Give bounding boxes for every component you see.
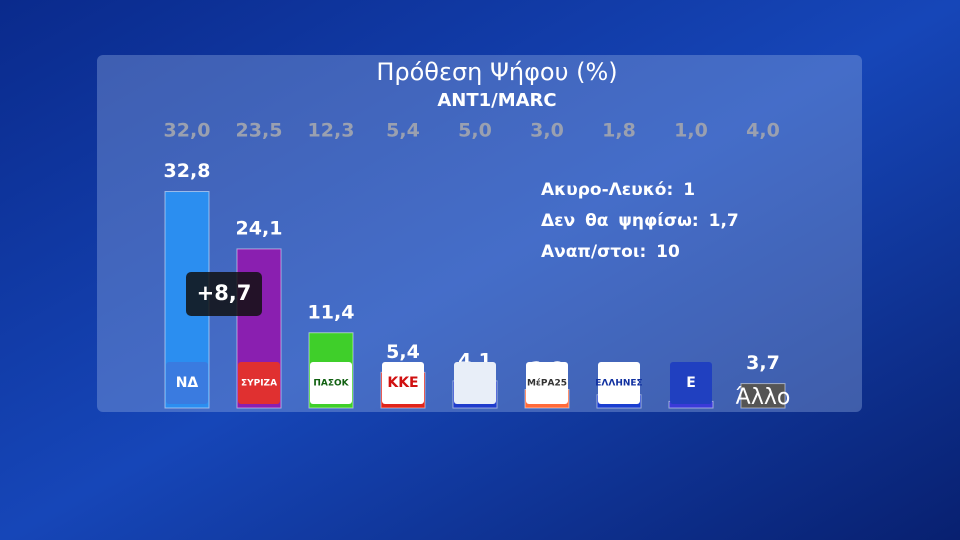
party-logo [238,362,280,404]
party-logo [166,362,208,404]
previous-value-label: 5,4 [386,120,420,142]
category-label: ΚΚΕ [387,375,418,391]
category-label: ΕΛΛΗΝΕΣ [595,379,642,389]
party-logo [454,362,496,404]
previous-value-label: 4,0 [746,120,780,142]
value-label: 32,8 [164,160,211,182]
category-label: ΠΑΣΟΚ [313,379,349,389]
party-logo [670,362,712,404]
category-label: ΜέΡΑ25 [527,378,567,389]
value-label: 24,1 [236,217,283,239]
previous-value-label: 3,0 [530,120,564,142]
party-logo [382,362,424,404]
bar [740,383,786,409]
category-label: ΝΔ [176,375,199,391]
previous-value-label: 1,0 [674,120,708,142]
chart-title: Πρόθεση Ψήφου (%) [376,58,617,86]
party-logo [526,362,568,404]
category-label: Ε [686,375,696,391]
previous-value-label: 23,5 [236,120,283,142]
annotation: +8,7 [197,281,252,305]
value-label: 11,4 [308,301,355,323]
previous-value-label: 32,0 [164,120,211,142]
chart-subtitle: ANT1/MARC [437,90,556,111]
note: Αναπ/στοι: 10 [541,242,680,262]
panel [97,55,862,412]
category-label: ΣΥΡΙΖΑ [241,379,277,389]
note: Δεν θα ψηφίσω: 1,7 [541,211,739,231]
value-label: 3,7 [746,352,780,374]
party-logo [310,362,352,404]
value-label: 5,4 [386,341,420,363]
note: Ακυρο-Λευκό: 1 [541,180,695,200]
annotation-box [186,272,262,316]
previous-value-label: 12,3 [308,120,355,142]
category-label: Άλλο [736,385,791,410]
previous-value-label: 5,0 [458,120,492,142]
previous-value-label: 1,8 [602,120,636,142]
party-logo [598,362,640,404]
